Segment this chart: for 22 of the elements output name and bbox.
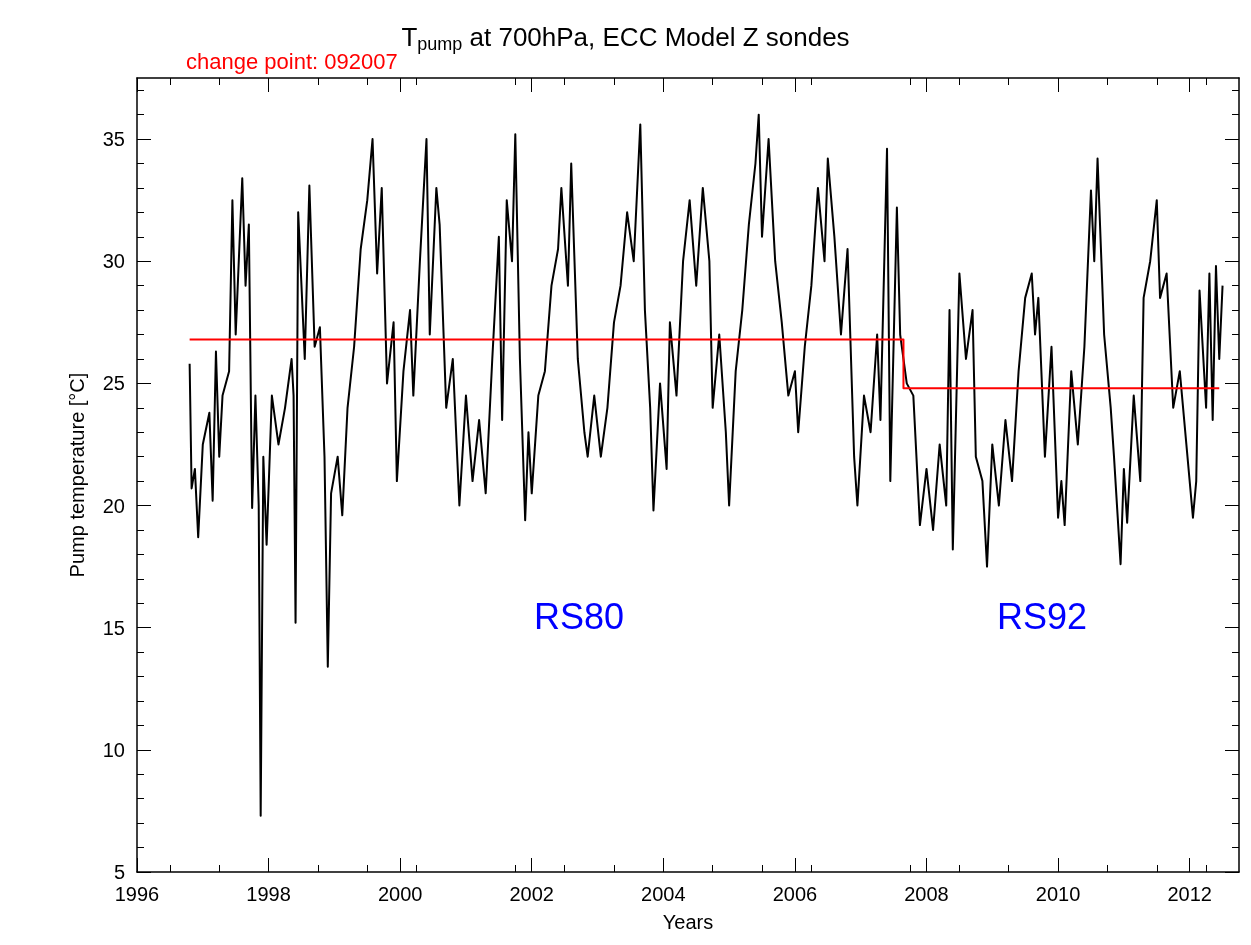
x-tick-label: 2000	[377, 883, 423, 905]
y-tick-label: 20	[102, 494, 125, 517]
x-tick-label: 2010	[1035, 883, 1081, 905]
x-tick-label: 2004	[641, 883, 686, 905]
x-tick-label: 2006	[772, 883, 818, 905]
y-tick-label: 5	[113, 861, 125, 883]
x-tick-label: 2008	[904, 883, 949, 905]
x-tick-label: 1998	[246, 883, 291, 905]
y-tick-label: 25	[102, 372, 125, 395]
y-tick-label: 35	[102, 128, 125, 151]
line-series	[188, 113, 1224, 817]
x-tick-label: 1996	[114, 883, 160, 905]
x-tick-label: 2002	[509, 883, 554, 905]
y-tick-label: 15	[102, 616, 125, 639]
annotation: RS92	[997, 595, 1088, 637]
x-axis-title: Years	[662, 911, 714, 933]
x-tick-label: 2012	[1167, 883, 1212, 905]
y-tick-label: 10	[102, 738, 125, 761]
y-axis-title: Pump temperature [°C]	[66, 372, 88, 578]
y-tick-label: 30	[102, 250, 125, 273]
text: change point: 092007	[186, 48, 398, 74]
annotation: RS80	[534, 595, 625, 637]
